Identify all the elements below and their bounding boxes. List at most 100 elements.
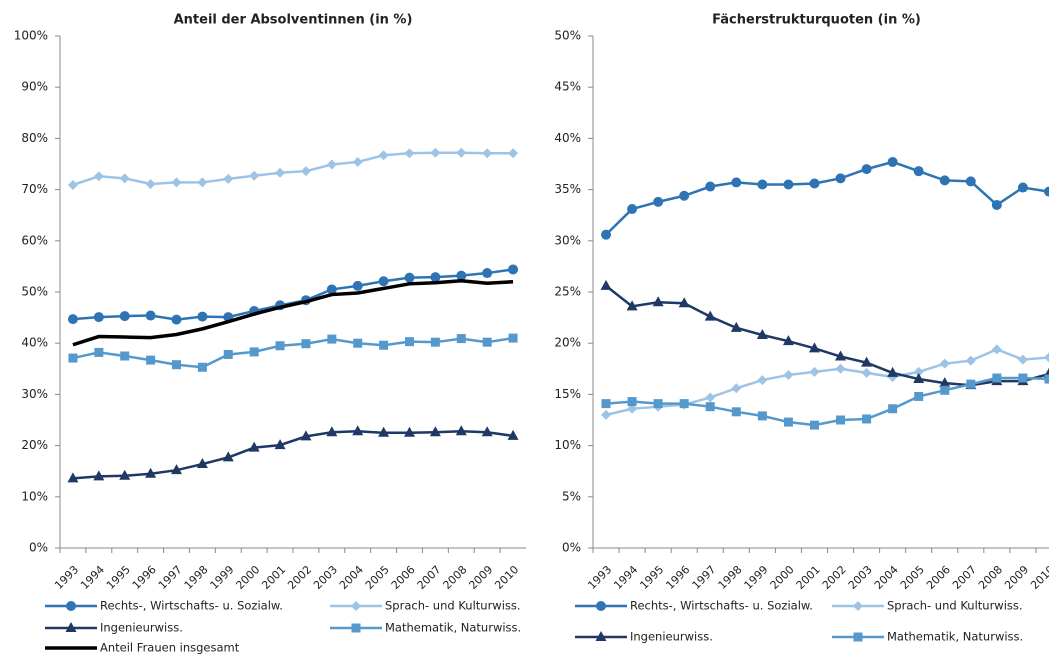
point	[508, 333, 518, 343]
point	[835, 173, 846, 184]
y-tick-label: 40%	[554, 131, 581, 145]
point	[145, 178, 156, 189]
point	[171, 177, 182, 188]
point	[223, 349, 233, 359]
point	[404, 148, 415, 159]
point	[679, 190, 690, 201]
point	[940, 385, 950, 395]
x-tick-label: 1997	[156, 563, 185, 592]
point	[939, 377, 951, 388]
chart-title: Fächerstrukturquoten (in %)	[712, 13, 921, 28]
x-tick-label: 2005	[363, 563, 392, 592]
point	[601, 399, 611, 409]
point	[222, 451, 234, 462]
point	[731, 383, 742, 394]
y-tick-label: 50%	[554, 29, 581, 43]
y-tick-label: 20%	[554, 336, 581, 350]
point	[888, 404, 898, 414]
point	[482, 337, 492, 347]
x-tick-label: 1994	[611, 563, 640, 592]
point	[1017, 182, 1028, 193]
y-tick-label: 45%	[554, 80, 581, 94]
point	[704, 310, 716, 321]
y-tick-label: 30%	[21, 387, 48, 401]
series-line	[72, 336, 514, 369]
point	[757, 375, 768, 386]
x-tick-label: 1996	[663, 563, 692, 592]
x-tick-label: 2006	[924, 563, 953, 592]
chart-title: Anteil der Absolventinnen (in %)	[174, 13, 413, 28]
x-tick-label: 2001	[794, 563, 823, 592]
point	[808, 342, 820, 353]
point	[705, 402, 715, 412]
point	[119, 173, 130, 184]
y-tick-label: 25%	[554, 285, 581, 299]
point	[404, 272, 415, 283]
x-tick-label: 2007	[950, 563, 979, 592]
point	[756, 329, 768, 340]
x-tick-label: 2000	[768, 563, 797, 592]
point	[861, 164, 872, 175]
point	[627, 397, 637, 407]
x-tick-label: 1999	[208, 563, 237, 592]
point	[65, 622, 77, 632]
point	[596, 601, 606, 611]
point	[249, 170, 260, 181]
point	[782, 335, 794, 346]
point	[405, 337, 414, 347]
point	[482, 148, 493, 159]
point	[197, 311, 208, 322]
point	[809, 178, 820, 189]
point	[653, 196, 664, 207]
y-tick-label: 15%	[554, 387, 581, 401]
point	[196, 458, 208, 469]
x-tick-label: 1999	[742, 563, 771, 592]
point	[809, 366, 820, 377]
y-tick-label: 5%	[562, 489, 581, 503]
y-tick-label: 90%	[21, 80, 48, 94]
point	[93, 312, 104, 323]
point	[404, 426, 415, 437]
point	[67, 472, 79, 483]
point	[508, 148, 519, 159]
point	[730, 321, 742, 332]
point	[1043, 186, 1049, 197]
point	[327, 334, 337, 344]
y-tick-label: 30%	[554, 233, 581, 247]
point	[992, 373, 1002, 383]
x-tick-label: 2010	[1028, 563, 1049, 592]
x-tick-label: 2009	[1002, 563, 1031, 592]
x-tick-label: 1997	[690, 563, 719, 592]
point	[249, 347, 259, 357]
y-tick-label: 0%	[29, 541, 48, 555]
point	[378, 426, 390, 437]
point	[913, 366, 924, 377]
point	[145, 310, 156, 321]
point	[853, 632, 863, 642]
point	[913, 166, 924, 177]
point	[965, 355, 976, 366]
point	[429, 426, 441, 437]
x-tick-label: 2010	[492, 563, 521, 592]
series-line	[605, 376, 1049, 427]
point	[119, 311, 130, 322]
point	[378, 276, 389, 287]
point	[966, 379, 976, 389]
series-line	[72, 151, 514, 187]
point	[652, 296, 664, 307]
series-line	[72, 278, 514, 347]
point	[353, 338, 363, 348]
y-tick-label: 40%	[21, 336, 48, 350]
point	[326, 426, 338, 437]
x-tick-label: 2001	[259, 563, 288, 592]
x-tick-label: 1995	[637, 563, 666, 592]
point	[430, 337, 440, 347]
point	[653, 399, 663, 409]
x-tick-label: 2008	[441, 563, 470, 592]
point	[275, 167, 286, 178]
x-tick-label: 1993	[52, 563, 81, 592]
x-tick-label: 2003	[846, 563, 875, 592]
point	[430, 147, 441, 158]
x-tick-label: 1996	[130, 563, 159, 592]
point	[171, 314, 182, 325]
